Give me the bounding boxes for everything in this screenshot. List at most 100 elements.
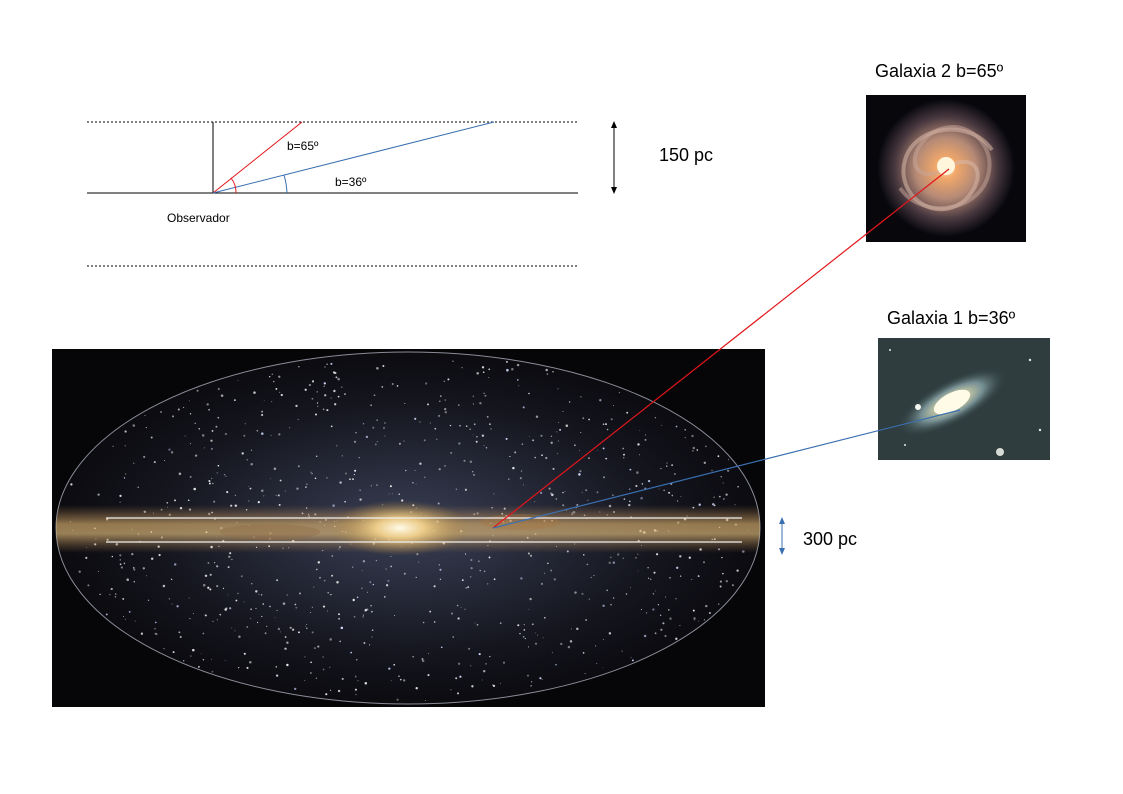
star (330, 362, 333, 365)
star (388, 493, 390, 495)
star (415, 483, 417, 485)
star (99, 593, 101, 596)
star (414, 417, 417, 420)
star (210, 658, 212, 660)
star (702, 561, 706, 564)
star (238, 635, 241, 638)
star (160, 411, 162, 413)
star (535, 632, 537, 634)
star (143, 455, 146, 458)
star (179, 635, 182, 639)
star (492, 684, 496, 688)
star (390, 555, 392, 557)
star (637, 443, 640, 446)
star (478, 653, 481, 656)
star (669, 617, 672, 620)
star (392, 493, 393, 495)
star (436, 438, 438, 440)
star (122, 597, 125, 600)
star (610, 603, 612, 606)
star (528, 609, 530, 611)
star (629, 468, 632, 471)
star (470, 567, 473, 570)
star (539, 677, 542, 680)
star (202, 632, 205, 635)
star (545, 368, 548, 372)
star (306, 483, 308, 485)
star (419, 462, 422, 465)
star (691, 434, 694, 438)
star (172, 651, 175, 654)
star (514, 451, 517, 454)
star (188, 400, 190, 402)
star (204, 574, 208, 578)
star (594, 645, 597, 647)
star (331, 555, 334, 557)
star (354, 469, 357, 472)
star (548, 487, 551, 490)
star (546, 373, 549, 375)
star (354, 688, 357, 691)
star (593, 574, 595, 577)
star (229, 607, 232, 610)
star (263, 399, 265, 401)
star (559, 428, 562, 431)
star (470, 558, 473, 562)
star (353, 473, 356, 476)
star (713, 496, 715, 498)
star (241, 452, 244, 455)
star (350, 651, 353, 654)
star (427, 653, 429, 655)
star (317, 645, 320, 648)
star (471, 685, 474, 688)
star (390, 680, 392, 682)
star (508, 478, 510, 480)
star (376, 367, 379, 370)
star (261, 489, 264, 493)
star (399, 678, 402, 681)
star (470, 576, 472, 578)
star (684, 436, 686, 439)
star (579, 449, 581, 451)
star (479, 402, 482, 405)
star (534, 456, 536, 459)
star (665, 596, 667, 598)
star (272, 380, 275, 383)
star (277, 494, 280, 497)
star (171, 603, 173, 605)
star (299, 592, 301, 595)
star (178, 472, 182, 476)
thickness-150-arrowhead-bottom (611, 187, 617, 194)
star (319, 576, 321, 579)
star (250, 608, 252, 611)
star (675, 566, 679, 570)
star (588, 598, 590, 600)
star (414, 469, 416, 472)
star (447, 378, 450, 381)
star (590, 576, 593, 579)
star (618, 392, 621, 394)
star (612, 494, 614, 496)
star (248, 500, 250, 502)
geometry-diagram: b=65º b=36º Observador 150 pc (87, 121, 713, 267)
star (662, 622, 665, 625)
star (337, 395, 340, 398)
star (705, 445, 707, 448)
star (393, 663, 396, 666)
star (718, 495, 721, 498)
star (721, 556, 723, 559)
star (404, 402, 406, 405)
star (472, 403, 475, 405)
star (637, 553, 639, 555)
star (234, 494, 236, 496)
star (216, 472, 218, 474)
star (341, 677, 344, 680)
star (173, 499, 177, 502)
star (621, 650, 623, 652)
star (725, 493, 728, 496)
star (473, 423, 476, 426)
star (641, 483, 644, 485)
star (659, 614, 662, 616)
star (140, 632, 144, 635)
star (476, 623, 479, 626)
